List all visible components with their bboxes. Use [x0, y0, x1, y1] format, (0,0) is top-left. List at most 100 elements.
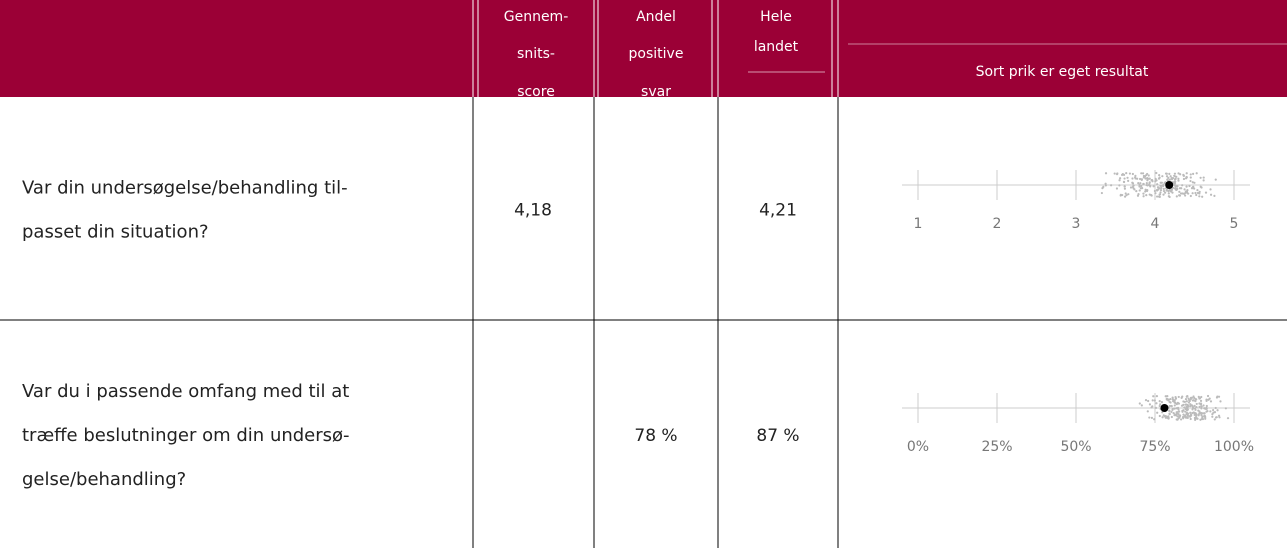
other-result	[1152, 395, 1155, 398]
own-result	[1160, 404, 1169, 412]
other-result	[1209, 400, 1213, 403]
other-result	[1171, 191, 1174, 194]
other-result	[1165, 172, 1168, 175]
other-result	[1206, 409, 1209, 413]
other-result	[1113, 172, 1116, 175]
other-result	[1141, 172, 1145, 175]
other-result	[1124, 192, 1127, 195]
other-result	[1214, 406, 1217, 410]
other-result	[1129, 186, 1133, 189]
other-result	[1168, 195, 1171, 199]
other-result	[1185, 403, 1188, 406]
other-result	[1139, 187, 1143, 190]
other-result	[1138, 189, 1141, 192]
other-result	[1123, 195, 1127, 198]
other-result	[1182, 403, 1185, 406]
other-result	[1144, 399, 1148, 402]
other-result	[1179, 192, 1183, 195]
other-result	[1182, 174, 1186, 177]
tick-label: 1	[914, 216, 923, 232]
tick-label: 3	[1072, 216, 1081, 232]
other-result	[1215, 396, 1219, 399]
other-result	[1154, 406, 1158, 409]
other-result	[1178, 410, 1181, 413]
other-result	[1205, 398, 1208, 401]
other-result	[1204, 191, 1208, 194]
other-result	[1194, 398, 1197, 401]
other-result	[1175, 418, 1178, 421]
other-result	[1211, 408, 1215, 412]
other-result	[1173, 183, 1176, 187]
other-result	[1194, 416, 1197, 419]
other-result	[1173, 399, 1176, 402]
other-result	[1173, 407, 1176, 410]
other-result	[1173, 174, 1176, 177]
other-result	[1102, 185, 1105, 188]
other-result	[1194, 418, 1197, 421]
other-result	[1200, 407, 1203, 410]
other-result	[1174, 401, 1177, 404]
other-result	[1133, 188, 1136, 191]
other-result	[1139, 182, 1142, 185]
other-result	[1214, 416, 1218, 419]
other-result	[1199, 176, 1202, 179]
other-result	[1202, 176, 1205, 179]
other-result	[1180, 396, 1183, 399]
other-result	[1175, 412, 1179, 415]
other-result	[1212, 411, 1215, 414]
other-result	[1187, 192, 1190, 195]
other-result	[1128, 172, 1132, 175]
other-result	[1175, 175, 1178, 178]
other-result	[1182, 177, 1186, 181]
other-result	[1176, 415, 1179, 418]
other-result	[1156, 183, 1159, 186]
other-result	[1183, 406, 1186, 409]
other-result	[1174, 180, 1177, 183]
other-result	[1118, 179, 1121, 182]
other-result	[1183, 188, 1186, 191]
other-result	[1195, 402, 1198, 406]
other-result	[1118, 177, 1122, 180]
header-text: svar	[641, 84, 671, 100]
other-result	[1192, 172, 1195, 175]
other-result	[1177, 402, 1181, 405]
other-result	[1211, 415, 1214, 418]
other-result	[1209, 188, 1212, 191]
tick-label: 4	[1151, 216, 1160, 232]
other-result	[1173, 182, 1177, 185]
other-result	[1165, 175, 1169, 178]
other-result	[1156, 411, 1159, 414]
other-result	[1190, 404, 1193, 407]
other-result	[1184, 410, 1187, 413]
header-text: positive	[629, 46, 684, 62]
other-result	[1153, 399, 1156, 402]
other-result	[1161, 416, 1164, 419]
other-result	[1185, 395, 1188, 398]
other-result	[1178, 414, 1182, 417]
other-result	[1142, 176, 1145, 179]
other-result	[1209, 410, 1212, 413]
other-result	[1216, 409, 1219, 412]
other-result	[1158, 193, 1162, 196]
other-result	[1175, 188, 1178, 191]
other-result	[1209, 193, 1213, 196]
other-result	[1198, 192, 1201, 195]
other-result	[1219, 400, 1222, 403]
other-result	[1173, 404, 1176, 407]
other-result	[1158, 400, 1161, 403]
other-result	[1148, 403, 1152, 406]
other-result	[1104, 182, 1107, 185]
header-text: Gennem-	[504, 9, 569, 25]
other-result	[1162, 189, 1166, 193]
other-result	[1150, 179, 1153, 182]
other-result	[1168, 400, 1171, 403]
other-result	[1162, 193, 1165, 196]
national-value: 4,21	[759, 201, 797, 221]
other-result	[1174, 397, 1178, 400]
other-result	[1189, 413, 1193, 416]
header-text: Hele	[760, 9, 792, 25]
tick-label: 75%	[1139, 439, 1170, 455]
other-result	[1104, 184, 1107, 187]
other-result	[1144, 177, 1147, 180]
other-result	[1168, 413, 1171, 416]
